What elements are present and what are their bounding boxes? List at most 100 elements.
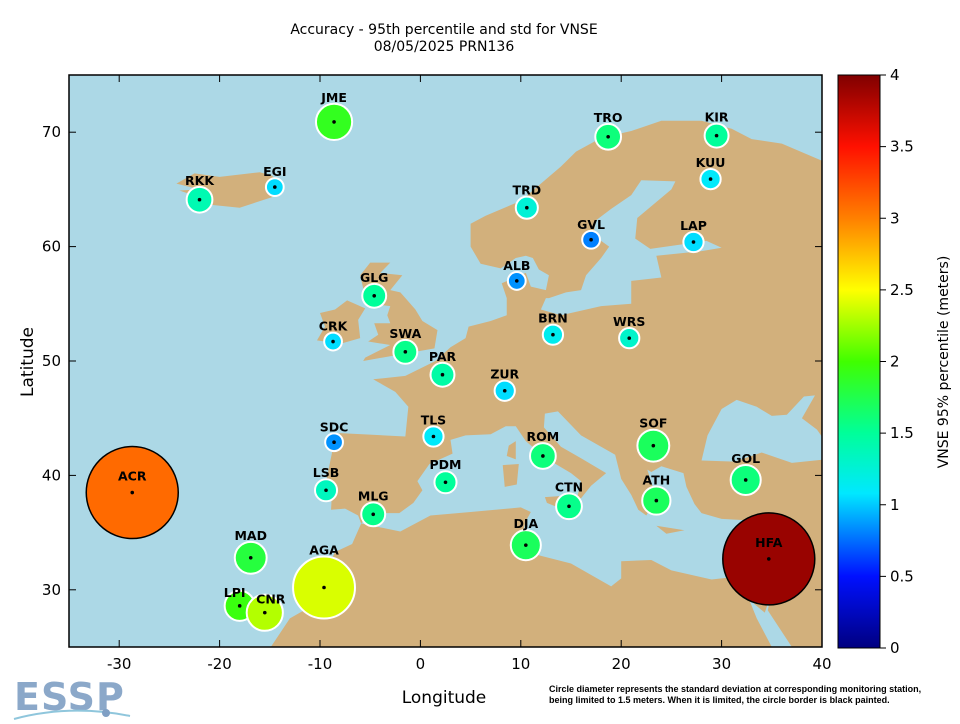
colorbar-label: VNSE 95% percentile (meters) (936, 256, 952, 469)
station-label: CNR (256, 592, 286, 607)
station-label: ZUR (490, 367, 519, 382)
station-dja: DJA (509, 516, 542, 562)
station-aga: AGA (292, 543, 356, 620)
x-tick-label: -30 (107, 655, 132, 673)
y-tick-label: 30 (42, 581, 61, 599)
station-dot (766, 557, 771, 561)
station-label: WRS (613, 314, 645, 329)
station-gol: GOL (729, 451, 762, 497)
y-tick-label: 50 (42, 352, 61, 370)
station-dot (708, 177, 713, 181)
station-lap: LAP (680, 218, 707, 254)
station-label: JME (320, 90, 347, 105)
station-dot (606, 134, 610, 139)
station-dot (431, 434, 436, 439)
station-dot (443, 480, 448, 485)
colorbar-tick-label: 3.5 (890, 138, 914, 156)
x-tick-label: 0 (416, 655, 426, 673)
station-ath: ATH (641, 472, 672, 516)
station-label: MAD (234, 528, 267, 543)
station-dot (197, 197, 202, 202)
stations-layer: JME TRO KIR KUU EGI RKK TRD GVL LAP ALB GLG BRN WRS C… (85, 90, 816, 632)
station-label: TLS (421, 412, 447, 427)
station-label: EGI (263, 164, 286, 179)
y-tick-label: 70 (42, 123, 61, 141)
station-dot (332, 120, 336, 124)
colorbar-ticks: 0 0.5 1 1.5 2 2.5 3 3.5 4 (880, 66, 914, 657)
station-alb: ALB (503, 258, 530, 291)
baltic-sea (540, 180, 722, 316)
station-pdm: PDM (430, 457, 461, 495)
station-crk: CRK (319, 319, 349, 352)
x-tick-label: 40 (812, 655, 831, 673)
station-label: LAP (680, 218, 707, 233)
colorbar-tick-label: 3 (890, 209, 900, 227)
footnote-line-1: Circle diameter represents the standard … (549, 684, 921, 694)
station-label: RKK (185, 173, 215, 188)
corsica (506, 441, 516, 460)
colorbar-tick-label: 0 (890, 639, 900, 657)
essp-logo: ESSP (13, 675, 131, 720)
station-dot (714, 133, 719, 138)
station-wrs: WRS (613, 314, 645, 350)
station-label: SDC (320, 419, 349, 434)
red-sea (745, 590, 792, 647)
station-trd: TRD (513, 183, 542, 220)
station-dot (403, 350, 408, 354)
station-label: ACR (118, 469, 147, 484)
station-label: BRN (538, 311, 568, 326)
station-tls: TLS (421, 412, 447, 448)
chart-title: Accuracy - 95th percentile and std for V… (290, 22, 597, 38)
station-label: GVL (577, 217, 605, 232)
station-sof: SOF (636, 416, 671, 463)
station-label: ATH (642, 472, 670, 487)
station-dot (331, 339, 335, 344)
station-dot (502, 388, 507, 393)
station-label: SWA (389, 326, 421, 341)
station-kir: KIR (703, 110, 730, 149)
station-dot (322, 585, 326, 590)
station-label: TRD (513, 183, 542, 198)
x-tick-label: 30 (712, 655, 731, 673)
colorbar-tick-label: 2 (890, 353, 900, 371)
station-mlg: MLG (358, 488, 389, 528)
x-tick-label: -10 (308, 655, 333, 673)
footnote-line-2: being limited to 1.5 meters. When it is … (549, 695, 890, 705)
station-sdc: SDC (320, 419, 349, 453)
sardinia (502, 463, 519, 487)
crete (656, 525, 685, 534)
y-tick-label: 40 (42, 466, 61, 484)
x-tick-label: 10 (511, 655, 530, 673)
station-zur: ZUR (490, 367, 520, 402)
station-dot (743, 478, 748, 482)
map-plot-area: JME TRO KIR KUU EGI RKK TRD GVL LAP ALB GLG BRN WRS C… (69, 75, 822, 647)
station-label: LPI (224, 585, 246, 600)
station-dot (130, 490, 135, 495)
axes: -30 -20 -10 0 10 20 30 40 30 40 50 60 70 (42, 75, 832, 673)
station-dot (248, 555, 253, 560)
station-label: GLG (360, 270, 389, 285)
station-dot (691, 240, 696, 244)
station-label: KUU (696, 155, 726, 170)
station-label: CRK (319, 319, 349, 334)
station-dot (651, 443, 656, 448)
station-label: GOL (731, 451, 760, 466)
station-label: PAR (429, 349, 457, 364)
chart-subtitle: 08/05/2025 PRN136 (374, 39, 515, 55)
station-label: CTN (555, 479, 583, 494)
station-mad: MAD (233, 528, 268, 575)
station-label: KIR (705, 110, 729, 125)
station-dot (371, 512, 376, 517)
station-dot (654, 498, 659, 503)
station-dot (567, 504, 571, 509)
station-swa: SWA (389, 326, 422, 365)
x-tick-label: -20 (207, 655, 232, 673)
station-label: TRO (594, 110, 623, 125)
station-par: PAR (429, 349, 457, 388)
station-dot (262, 610, 267, 615)
station-label: HFA (755, 535, 783, 550)
station-acr: ACR (85, 445, 180, 540)
colorbar-tick-label: 2.5 (890, 281, 914, 299)
station-dot (514, 279, 519, 283)
